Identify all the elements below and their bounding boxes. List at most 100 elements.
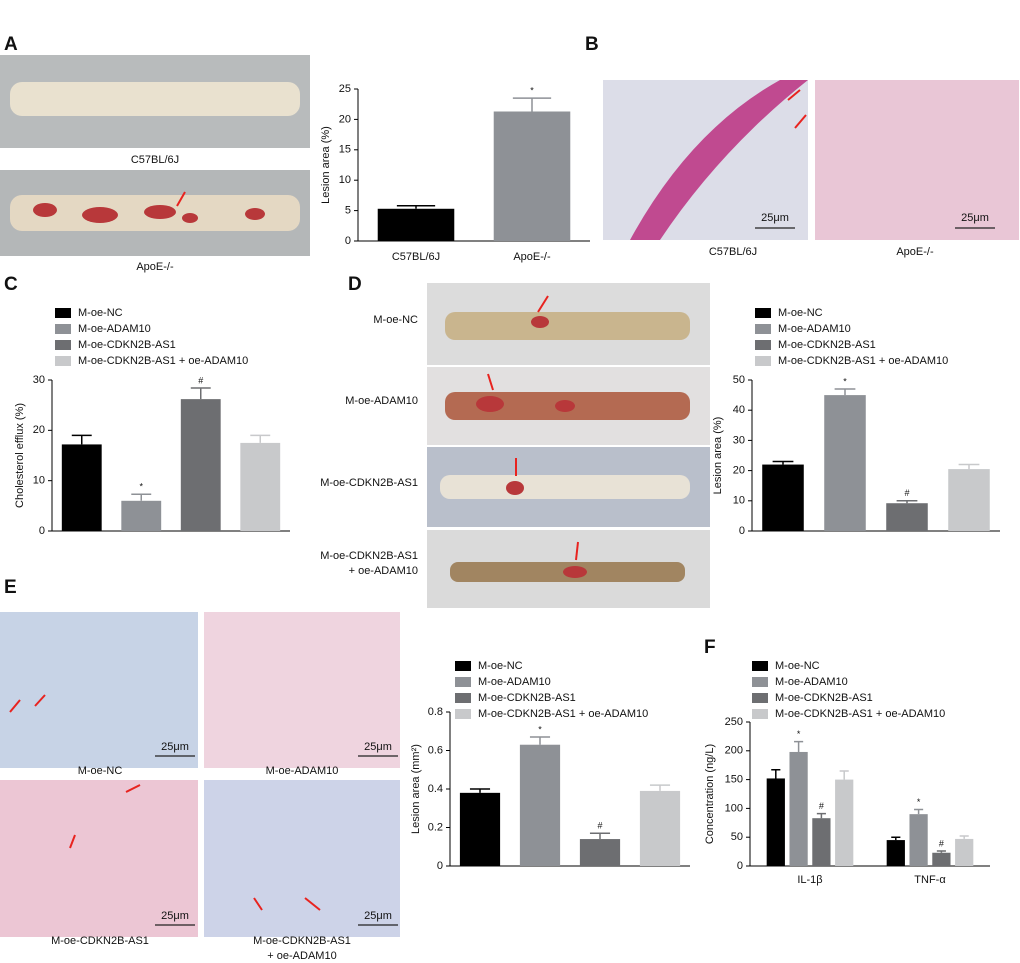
legend-swatch <box>755 340 771 350</box>
legend-swatch <box>55 356 71 366</box>
scale-bar-label: 25μm <box>161 910 189 922</box>
y-tick-label: 0.8 <box>428 706 443 718</box>
bar <box>493 111 571 241</box>
legend-swatch <box>752 709 768 719</box>
y-tick-label: 10 <box>33 475 45 487</box>
legend-label: M-oe-CDKN2B-AS1 <box>778 339 876 351</box>
significance: * <box>917 797 921 807</box>
bar <box>886 503 928 531</box>
error-bar <box>834 388 856 396</box>
lesions <box>33 203 265 223</box>
bar <box>519 744 561 866</box>
y-tick-label: 200 <box>725 745 743 757</box>
image-caption: C57BL/6J <box>131 154 179 166</box>
significance: * <box>843 376 847 386</box>
error-bar <box>816 812 826 819</box>
tissue <box>630 80 808 240</box>
y-tick-label: 30 <box>33 374 45 386</box>
bar <box>932 852 951 866</box>
scale-bar-lines <box>155 227 995 926</box>
legend-swatch <box>55 324 71 334</box>
scale-bar-label: 25μm <box>364 910 392 922</box>
bar <box>955 838 974 866</box>
x-tick-label: TNF-α <box>914 874 946 886</box>
legend-label: M-oe-ADAM10 <box>778 323 851 335</box>
error-bar <box>914 808 924 815</box>
y-axis-label: Concentration (ng/L) <box>704 744 716 844</box>
y-tick-label: 40 <box>733 404 745 416</box>
error-bar <box>396 204 436 209</box>
panel-letter: A <box>4 34 18 55</box>
legend-label: M-oe-CDKN2B-AS1 + oe-ADAM10 <box>775 708 945 720</box>
x-tick-label: IL-1β <box>797 874 822 886</box>
y-tick-label: 100 <box>725 802 743 814</box>
y-tick-label: 0 <box>737 860 743 872</box>
legend-swatch <box>455 709 471 719</box>
bar <box>886 840 905 866</box>
image-caption: ApoE-/- <box>896 246 934 258</box>
error-bar <box>794 740 804 752</box>
legend-swatch <box>55 340 71 350</box>
error-bar <box>839 770 849 780</box>
legend-swatch <box>752 661 768 671</box>
bar <box>812 818 831 866</box>
scale-bar-label: 25μm <box>161 741 189 753</box>
legend-label: M-oe-NC <box>775 660 820 672</box>
y-axis-label: Lesion area (%) <box>320 126 332 204</box>
legend-swatch <box>755 356 771 366</box>
aorta <box>440 475 690 499</box>
y-axis-label: Cholesterol efflux (%) <box>14 403 26 508</box>
error-bar <box>529 736 551 745</box>
bar <box>909 814 928 866</box>
lesions <box>476 316 587 578</box>
legend-label: M-oe-CDKN2B-AS1 + oe-ADAM10 <box>778 355 948 367</box>
legend-swatch <box>752 677 768 687</box>
image-caption: M-oe-CDKN2B-AS1 <box>51 935 149 947</box>
image-caption: + oe-ADAM10 <box>267 950 336 962</box>
significance: * <box>538 724 542 734</box>
significance: # <box>819 801 824 811</box>
significance: * <box>797 729 801 739</box>
legend-label: M-oe-NC <box>778 307 823 319</box>
y-tick-label: 50 <box>731 831 743 843</box>
bar <box>835 779 854 866</box>
error-bar <box>589 832 611 840</box>
row-label: M-oe-CDKN2B-AS1 <box>320 550 418 562</box>
y-tick-label: 0 <box>345 235 351 247</box>
y-tick-label: 20 <box>339 113 351 125</box>
legend-label: M-oe-CDKN2B-AS1 <box>78 339 176 351</box>
row-label: M-oe-ADAM10 <box>345 395 418 407</box>
legend-label: M-oe-NC <box>478 660 523 672</box>
image-caption: C57BL/6J <box>709 246 757 258</box>
legend-label: M-oe-ADAM10 <box>775 676 848 688</box>
y-axis-label: Lesion area (%) <box>712 417 724 495</box>
bar <box>61 444 102 531</box>
legend-swatch <box>55 308 71 318</box>
legend-swatch <box>752 693 768 703</box>
error-bar <box>190 387 211 400</box>
y-tick-label: 10 <box>339 174 351 186</box>
image-caption: M-oe-NC <box>78 765 123 777</box>
legend-label: M-oe-CDKN2B-AS1 <box>775 692 873 704</box>
significance: # <box>198 375 203 385</box>
photo <box>0 780 198 937</box>
aorta <box>10 82 300 116</box>
image-caption: M-oe-ADAM10 <box>266 765 339 777</box>
bar <box>824 395 866 531</box>
bar <box>459 792 501 866</box>
arrows <box>9 89 807 911</box>
bar <box>766 778 785 866</box>
error-bar <box>71 434 92 445</box>
legend-swatch <box>455 693 471 703</box>
row-label: M-oe-CDKN2B-AS1 <box>320 477 418 489</box>
row-label: + oe-ADAM10 <box>349 565 418 577</box>
legend-label: M-oe-ADAM10 <box>78 323 151 335</box>
aorta <box>445 312 690 340</box>
y-tick-label: 0 <box>437 860 443 872</box>
photo <box>204 780 400 937</box>
bar <box>377 208 455 241</box>
significance: # <box>939 838 944 848</box>
x-tick-label: ApoE-/- <box>513 251 551 263</box>
error-bar <box>512 97 552 112</box>
panel-letter: B <box>585 34 599 55</box>
